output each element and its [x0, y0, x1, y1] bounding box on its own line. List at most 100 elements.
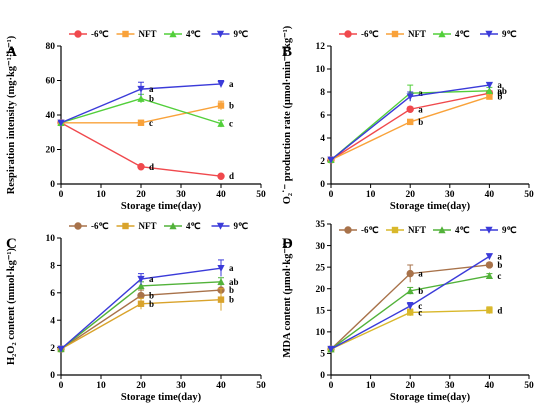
x-tick-label: 10 — [96, 381, 106, 391]
significance-label: a — [418, 269, 423, 279]
x-tick-label: 30 — [176, 190, 186, 200]
significance-label: b — [149, 94, 154, 104]
legend-marker — [216, 30, 225, 38]
y-tick-label: 4 — [50, 316, 55, 326]
y-tick-label: 35 — [316, 220, 326, 230]
data-point — [137, 85, 145, 93]
data-point — [406, 105, 414, 113]
y-tick-label: 0 — [320, 180, 325, 190]
series-3: a — [327, 80, 502, 164]
panel-a: A 0 10 20 30 40 50 0 20 40 60 80 Storage time(day) Re… — [6, 29, 266, 212]
data-point — [485, 253, 493, 261]
significance-label: a — [229, 263, 234, 273]
legend-label: NFT — [139, 221, 157, 231]
data-point — [486, 93, 493, 100]
significance-label: b — [497, 92, 502, 102]
y-tick-label: 6 — [320, 111, 325, 121]
series-0: dd — [57, 119, 234, 181]
legend-label: -6℃ — [361, 225, 379, 235]
data-point — [137, 300, 145, 307]
data-point — [485, 271, 493, 279]
significance-label: b — [229, 285, 234, 295]
y-tick-label: 20 — [316, 285, 326, 295]
legend-marker — [344, 30, 352, 38]
legend-marker — [216, 222, 225, 230]
y-tick-label: 5 — [320, 350, 325, 360]
legend-entry: 9℃ — [480, 225, 517, 235]
y-tick-label: 10 — [46, 234, 56, 244]
x-tick-label: 30 — [445, 190, 455, 200]
significance-label: b — [418, 117, 423, 127]
data-point — [217, 80, 225, 88]
y-axis-title: MDA content (μmol·kg⁻¹) — [282, 241, 293, 358]
series-2: bc — [327, 271, 501, 353]
panel-letter: C — [6, 236, 17, 252]
significance-label: b — [497, 88, 502, 98]
data-point — [137, 282, 145, 290]
data-point — [217, 172, 225, 180]
y-tick-label: 40 — [46, 111, 56, 121]
x-tick-label: 20 — [136, 190, 146, 200]
significance-label: a — [497, 251, 502, 261]
legend-label: 9℃ — [234, 29, 249, 39]
legend-marker — [74, 30, 82, 38]
y-tick-label: 8 — [320, 88, 325, 98]
y-tick-label: 4 — [320, 134, 325, 144]
legend-entry: NFT — [386, 225, 426, 235]
y-tick-label: 2 — [50, 344, 55, 354]
data-point — [327, 345, 335, 353]
significance-label: b — [497, 260, 502, 270]
legend-entry: -6℃ — [69, 221, 109, 231]
legend-label: 9℃ — [234, 221, 249, 231]
series-3: aa — [57, 259, 234, 353]
legend-entry: 9℃ — [480, 29, 517, 39]
legend-entry: 4℃ — [433, 225, 470, 235]
series-3: ca — [327, 251, 502, 353]
data-point — [407, 118, 414, 126]
legend-entry: 4℃ — [164, 221, 201, 231]
x-axis-title: Storage time(day) — [390, 392, 471, 403]
legend-label: NFT — [408, 225, 426, 235]
y-tick-label: 8 — [50, 262, 55, 272]
x-axis-title: Storage time(day) — [121, 392, 202, 403]
data-point — [406, 302, 414, 310]
legend-marker — [169, 222, 177, 230]
significance-label: d — [497, 305, 502, 315]
legend-label: NFT — [408, 29, 426, 39]
panel-letter: A — [6, 44, 17, 60]
significance-label: d — [149, 162, 154, 172]
legend-label: 4℃ — [186, 221, 201, 231]
data-point — [217, 102, 225, 109]
legend-entry: NFT — [386, 29, 426, 39]
panel-letter: B — [282, 44, 292, 60]
legend-marker — [122, 222, 129, 230]
significance-label: a — [229, 79, 234, 89]
x-tick-label: 20 — [405, 381, 415, 391]
data-point — [57, 119, 65, 127]
data-point — [217, 264, 225, 272]
x-tick-label: 50 — [524, 190, 534, 200]
significance-label: c — [229, 119, 233, 129]
significance-label: a — [497, 80, 502, 90]
x-tick-label: 0 — [59, 381, 64, 391]
y-tick-label: 60 — [46, 77, 56, 87]
data-point — [407, 309, 414, 316]
legend-entry: NFT — [116, 221, 157, 231]
legend-marker — [391, 30, 399, 38]
significance-label: c — [418, 301, 422, 311]
legend-label: 4℃ — [186, 29, 201, 39]
panel-c: C 0 10 20 30 40 50 0 2 4 6 8 10 Storage time(day) H₂O₂… — [6, 221, 266, 403]
significance-label: d — [229, 171, 234, 181]
series-3: aa — [57, 79, 234, 127]
y-tick-label: 30 — [316, 242, 326, 252]
legend-entry: 4℃ — [433, 29, 470, 39]
data-point — [137, 94, 145, 102]
legend-label: -6℃ — [91, 221, 109, 231]
x-tick-label: 50 — [256, 381, 266, 391]
x-tick-label: 40 — [216, 190, 226, 200]
x-tick-label: 0 — [59, 190, 64, 200]
data-point — [217, 278, 225, 286]
panel-b: B 0 10 20 30 40 50 0 2 4 6 8 10 12 Storage time(day) O₂… — [282, 25, 534, 212]
